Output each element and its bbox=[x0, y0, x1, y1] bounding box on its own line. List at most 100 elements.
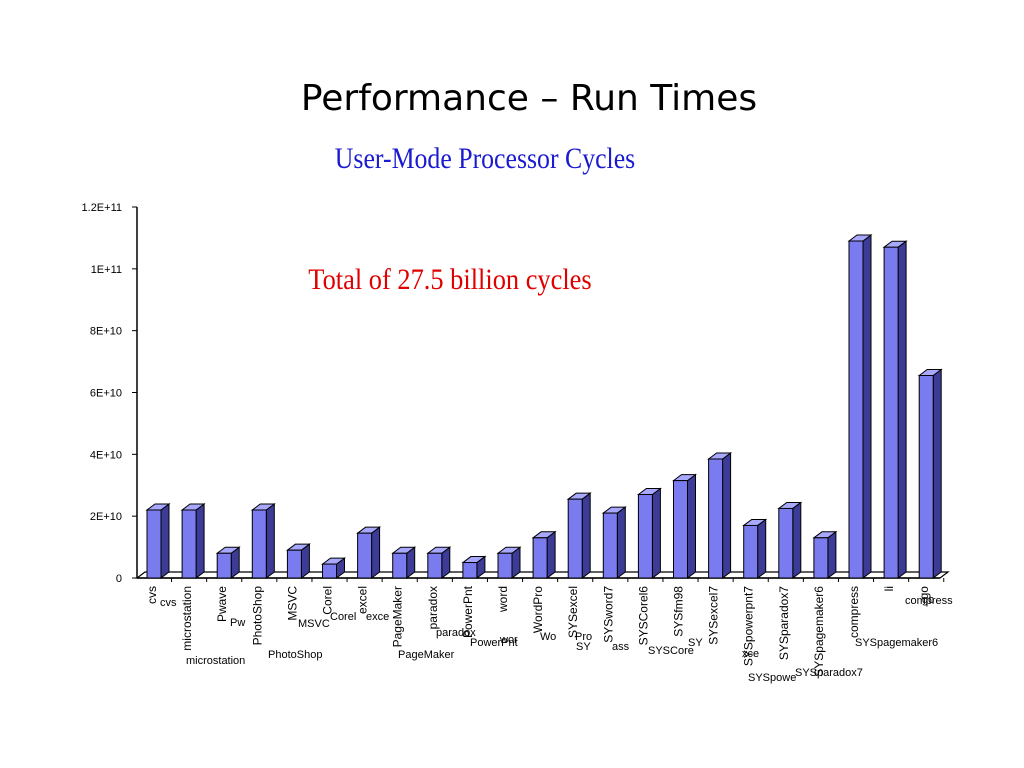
x-category-label-horizontal: Corel bbox=[330, 611, 356, 623]
bar bbox=[672, 473, 697, 579]
bar bbox=[636, 487, 662, 579]
x-category-label-horizontal: SYSCore bbox=[648, 645, 694, 657]
bar-side bbox=[862, 234, 872, 579]
bar-side bbox=[265, 502, 275, 579]
bar bbox=[777, 501, 803, 579]
x-category-label: cvs bbox=[145, 586, 159, 604]
x-category-label: Corel bbox=[321, 586, 335, 615]
x-category-label-horizontal: SY bbox=[688, 637, 703, 649]
bar-side bbox=[195, 502, 205, 579]
x-category-label-horizontal: Pro bbox=[575, 631, 592, 643]
x-category-label: WordPro bbox=[531, 586, 545, 633]
bar-front bbox=[708, 458, 724, 579]
y-tick-label: 1E+11 bbox=[91, 264, 122, 276]
x-category-label: SYSexcel7 bbox=[707, 586, 721, 645]
bar bbox=[742, 518, 768, 579]
x-category-label: SYSCorel6 bbox=[636, 586, 650, 646]
x-category-label-horizontal: cvs bbox=[160, 597, 177, 609]
bar-front bbox=[813, 537, 829, 579]
bar-front bbox=[673, 480, 688, 579]
x-category-label-horizontal: Pw bbox=[230, 617, 245, 629]
x-category-label: SYSword7 bbox=[601, 586, 615, 643]
bar-front bbox=[286, 549, 302, 579]
x-category-label: go bbox=[917, 586, 931, 600]
x-category-label-horizontal: PhotoShop bbox=[268, 649, 322, 661]
x-category-label: compress bbox=[847, 586, 861, 638]
bar-side bbox=[546, 530, 556, 579]
x-category-label: SYSfm98 bbox=[672, 586, 686, 637]
x-category-label: Pwave bbox=[215, 586, 229, 622]
bar bbox=[145, 502, 171, 579]
x-category-label-horizontal: SYSparadox7 bbox=[795, 667, 863, 679]
bar-front bbox=[848, 240, 864, 579]
bar-front bbox=[251, 509, 267, 579]
y-tick-label: 8E+10 bbox=[90, 326, 122, 338]
bar-front bbox=[322, 563, 337, 579]
x-category-label: SYSexcel bbox=[566, 586, 580, 638]
slide-title: Performance – Run Times bbox=[300, 78, 758, 119]
bar-front bbox=[497, 552, 513, 579]
bar bbox=[496, 546, 522, 579]
bar bbox=[250, 502, 276, 579]
bar-front bbox=[918, 374, 934, 579]
bar-front bbox=[392, 552, 408, 579]
x-category-label: excel bbox=[356, 586, 370, 614]
bar-side bbox=[371, 526, 381, 579]
y-tick-label: 4E+10 bbox=[90, 449, 122, 461]
bar-front bbox=[532, 537, 548, 579]
bar-front bbox=[462, 562, 478, 579]
bar-front bbox=[427, 552, 443, 579]
bar-front bbox=[883, 246, 899, 579]
bar-side bbox=[932, 368, 942, 579]
bar bbox=[566, 492, 592, 579]
x-category-label-horizontal: microstation bbox=[186, 655, 245, 667]
x-category-label-horizontal: exce bbox=[366, 611, 389, 623]
bar bbox=[601, 506, 627, 579]
x-category-label: SYSparadox7 bbox=[777, 586, 791, 660]
x-category-label: li bbox=[882, 586, 896, 591]
bar bbox=[847, 234, 873, 579]
bar-front bbox=[146, 509, 162, 579]
x-category-label-horizontal: SY bbox=[576, 641, 591, 653]
bar-side bbox=[616, 506, 626, 579]
bar-side bbox=[722, 451, 732, 579]
bar-side bbox=[757, 518, 767, 579]
x-category-label: PageMaker bbox=[391, 586, 405, 647]
x-category-label: SYSpagemaker6 bbox=[812, 586, 826, 677]
bar bbox=[426, 546, 452, 579]
bar bbox=[356, 526, 382, 579]
x-category-label-horizontal: MSVC bbox=[298, 618, 330, 630]
x-category-label-horizontal: paradox bbox=[436, 627, 476, 639]
x-category-label: MSVC bbox=[285, 586, 299, 621]
x-category-label: word bbox=[496, 586, 510, 613]
bar-side bbox=[160, 502, 170, 579]
x-category-label-horizontal: PageMaker bbox=[398, 649, 455, 661]
x-category-label: SYSpowerpnt7 bbox=[742, 586, 756, 666]
bar-front bbox=[216, 552, 232, 579]
bar bbox=[285, 543, 311, 579]
bar-side bbox=[581, 492, 591, 579]
x-category-label-horizontal: SYSpowe bbox=[748, 672, 796, 684]
bar-front bbox=[357, 532, 373, 579]
bar bbox=[531, 530, 557, 579]
bar-side bbox=[651, 487, 661, 579]
y-tick-label: 1.2E+11 bbox=[82, 202, 122, 214]
chart-title: User-Mode Processor Cycles bbox=[334, 142, 636, 175]
x-category-label-horizontal: xce bbox=[742, 648, 759, 660]
bar-front bbox=[181, 509, 197, 579]
bar-front bbox=[567, 498, 583, 579]
bar bbox=[180, 502, 206, 579]
bar bbox=[882, 240, 908, 579]
x-category-label: paradox bbox=[426, 586, 440, 629]
bar-side bbox=[897, 240, 907, 579]
bar-side bbox=[792, 501, 802, 579]
bar bbox=[812, 530, 838, 579]
bar-side bbox=[827, 530, 837, 579]
x-category-label: PowerPnt bbox=[461, 585, 475, 638]
bar bbox=[707, 451, 733, 579]
bar-front bbox=[637, 494, 653, 579]
bar-front bbox=[743, 524, 759, 579]
y-tick-label: 6E+10 bbox=[90, 388, 122, 400]
bar bbox=[215, 546, 241, 579]
